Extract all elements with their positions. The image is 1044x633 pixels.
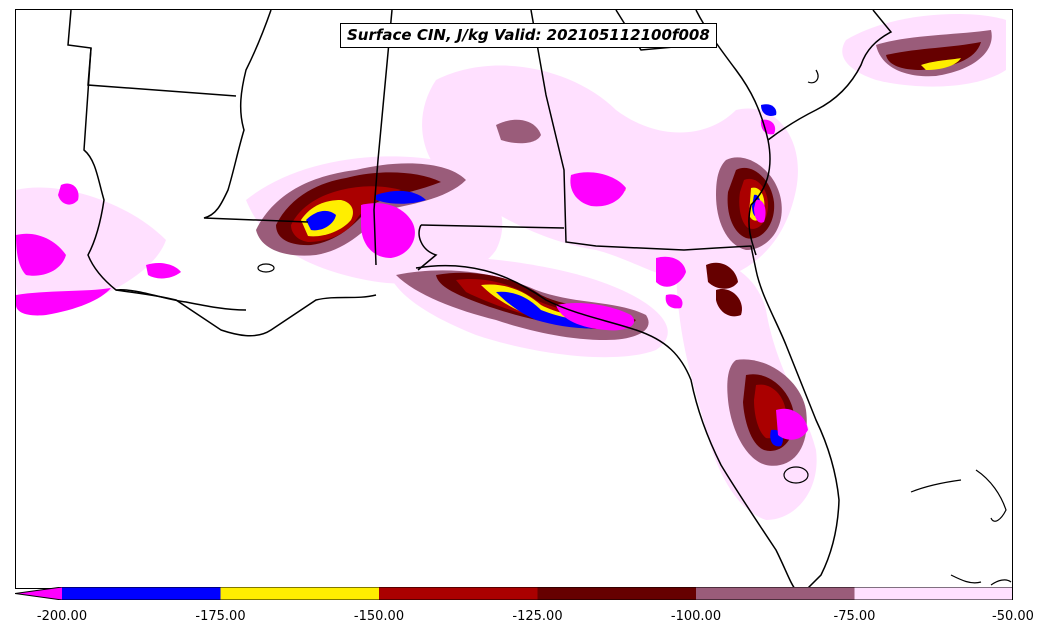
coastal-features bbox=[257, 69, 1012, 586]
colorbar-tick-label: -175.00 bbox=[195, 609, 246, 624]
colorbar-tick-label: -150.00 bbox=[353, 609, 405, 624]
colorbar-extend-triangle bbox=[15, 587, 62, 600]
cin-map bbox=[16, 10, 1012, 588]
colorbar-segment-5 bbox=[696, 587, 855, 600]
colorbar-segment-3 bbox=[379, 587, 538, 600]
colorbar-segment-4 bbox=[537, 587, 696, 600]
colorbar-tick-label: -125.00 bbox=[512, 609, 563, 624]
colorbar bbox=[15, 587, 1013, 600]
colorbar-tick-label: -75.00 bbox=[833, 609, 876, 624]
colorbar-segment-6 bbox=[854, 587, 1013, 600]
colorbar-tick-label: -200.00 bbox=[36, 609, 88, 624]
cin-magenta-areas bbox=[16, 119, 808, 440]
colorbar-tick-label: -100.00 bbox=[670, 609, 722, 624]
colorbar-segment-2 bbox=[220, 587, 379, 600]
colorbar-segment-1 bbox=[62, 587, 221, 600]
colorbar-outline bbox=[15, 587, 1013, 600]
map-title: Surface CIN, J/kg Valid: 202105112100f00… bbox=[340, 23, 717, 48]
state-boundaries bbox=[67, 10, 893, 588]
colorbar-tick-label: -50.00 bbox=[992, 609, 1034, 624]
map-panel: Surface CIN, J/kg Valid: 202105112100f00… bbox=[15, 9, 1013, 589]
